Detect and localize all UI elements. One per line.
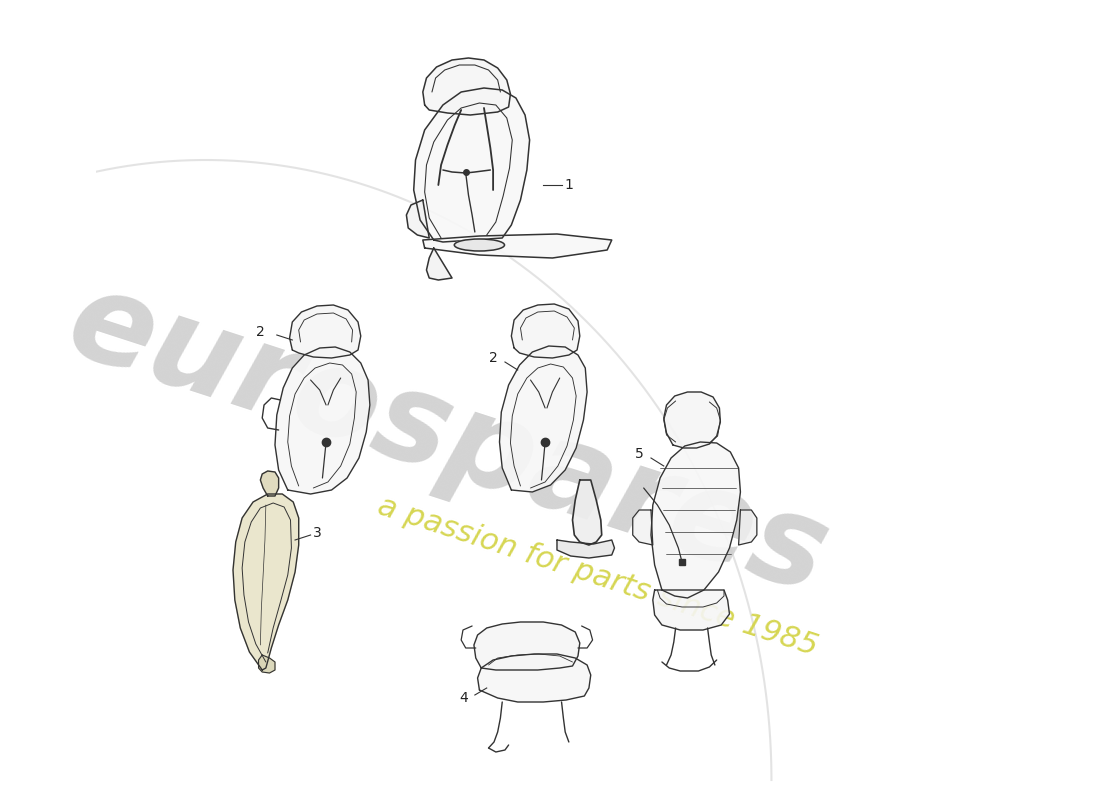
Polygon shape — [499, 346, 587, 492]
Polygon shape — [474, 622, 580, 670]
Polygon shape — [289, 305, 361, 358]
Polygon shape — [572, 480, 602, 545]
Text: eurospares: eurospares — [53, 260, 841, 620]
Polygon shape — [652, 590, 729, 630]
Polygon shape — [512, 304, 580, 358]
Polygon shape — [414, 88, 529, 242]
Polygon shape — [258, 655, 275, 673]
Polygon shape — [738, 510, 757, 545]
Text: 2: 2 — [256, 325, 265, 339]
Polygon shape — [477, 654, 591, 702]
Text: 1: 1 — [564, 178, 573, 192]
Text: a passion for parts since 1985: a passion for parts since 1985 — [374, 491, 822, 661]
Text: 3: 3 — [314, 526, 322, 540]
Polygon shape — [427, 248, 452, 280]
Polygon shape — [651, 442, 740, 598]
Polygon shape — [422, 234, 612, 258]
Text: 4: 4 — [460, 691, 469, 705]
Polygon shape — [663, 392, 720, 448]
Polygon shape — [406, 200, 429, 238]
Text: 2: 2 — [488, 351, 497, 365]
Polygon shape — [233, 494, 299, 670]
Polygon shape — [275, 347, 370, 494]
Polygon shape — [422, 58, 510, 115]
Polygon shape — [261, 471, 278, 496]
Polygon shape — [557, 540, 615, 558]
Ellipse shape — [454, 239, 505, 251]
Polygon shape — [632, 510, 652, 545]
Text: 5: 5 — [635, 447, 643, 461]
